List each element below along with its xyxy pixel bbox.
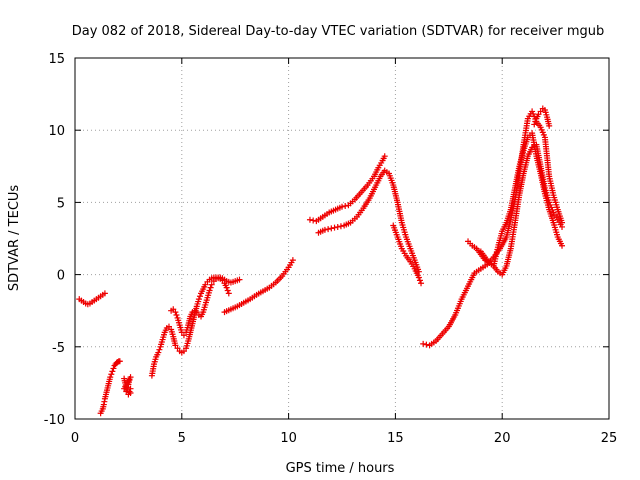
series-arc-3 <box>121 374 134 398</box>
series-arc-7 <box>306 153 388 225</box>
data-point <box>172 309 179 316</box>
series-arc-12 <box>477 130 566 269</box>
series-arc-1 <box>76 290 108 308</box>
data-point <box>107 374 114 381</box>
data-point <box>559 223 566 230</box>
data-point <box>223 284 230 291</box>
series-arc-10 <box>420 108 566 349</box>
data-point <box>415 274 422 281</box>
x-axis-label: GPS time / hours <box>286 461 395 476</box>
y-tick-label: -10 <box>44 413 65 428</box>
x-tick-label: 5 <box>178 431 186 446</box>
data-point <box>109 368 116 375</box>
data-point <box>321 226 328 233</box>
x-tick-label: 25 <box>601 431 618 446</box>
x-tick-label: 0 <box>71 431 79 446</box>
y-tick-label: 0 <box>57 269 65 284</box>
data-point <box>236 276 243 283</box>
data-point <box>116 358 123 365</box>
data-point <box>310 217 317 224</box>
data-point <box>420 340 427 347</box>
data-point <box>207 284 214 291</box>
data-point <box>559 242 566 249</box>
x-tick-label: 10 <box>280 431 297 446</box>
data-point <box>418 280 425 287</box>
data-point <box>325 226 332 233</box>
data-point <box>127 390 134 397</box>
series-arc-5 <box>168 274 243 339</box>
data-point <box>381 153 388 160</box>
data-point <box>546 122 553 129</box>
data-point <box>328 225 335 232</box>
plot-area-frame <box>74 57 610 420</box>
data-point <box>101 290 108 297</box>
series-arc-9 <box>390 222 425 287</box>
series-arc-11 <box>465 141 566 278</box>
data-point <box>206 287 213 294</box>
data-point <box>155 349 162 356</box>
x-tick-label: 20 <box>494 431 511 446</box>
data-point <box>196 293 203 300</box>
y-tick-label: 10 <box>48 124 65 139</box>
y-tick-label: 15 <box>48 52 65 67</box>
axis-ticks: 0 5 10 15 20 25 -10 -5 0 5 10 15 <box>44 52 618 446</box>
series-arc-4 <box>148 274 232 379</box>
series-arc-13 <box>531 105 553 129</box>
data-point <box>331 224 338 231</box>
data-layer <box>76 105 566 417</box>
data-point <box>339 203 345 210</box>
data-point <box>173 312 180 319</box>
data-point <box>108 371 115 378</box>
data-point <box>195 296 202 303</box>
data-point <box>416 277 423 284</box>
data-point <box>532 118 539 125</box>
chart-title: Day 082 of 2018, Sidereal Day-to-day VTE… <box>72 24 605 39</box>
data-point <box>110 365 117 372</box>
data-point <box>208 281 215 288</box>
data-point <box>342 203 349 210</box>
data-point <box>224 287 231 294</box>
data-point <box>225 290 232 297</box>
x-tick-label: 15 <box>387 431 404 446</box>
data-point <box>306 216 313 223</box>
grid <box>75 58 609 419</box>
data-point <box>337 223 344 230</box>
data-point <box>423 341 430 348</box>
data-point <box>531 121 538 128</box>
data-point <box>156 346 163 353</box>
data-point <box>289 257 296 264</box>
y-tick-label: 5 <box>57 196 65 211</box>
y-tick-label: -5 <box>52 341 65 356</box>
series-arc-6 <box>221 257 296 316</box>
series-arc-2 <box>97 358 123 417</box>
y-axis-label: SDTVAR / TECUs <box>7 185 22 292</box>
data-point <box>334 223 341 230</box>
